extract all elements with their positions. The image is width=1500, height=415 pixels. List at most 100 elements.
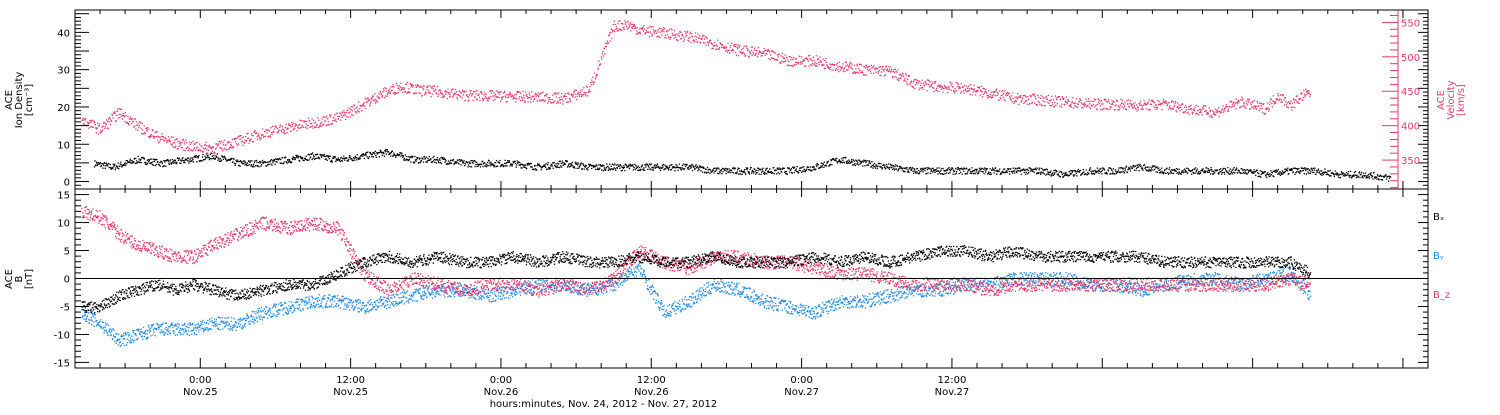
velocity-series-point [1073,107,1074,108]
ion-density-series-point [847,160,848,161]
ion-density-series-point [940,170,941,171]
velocity-series-point [547,103,548,104]
velocity-series-point [464,91,465,92]
ion-density-series-point [753,172,754,173]
velocity-series-point [614,21,615,22]
velocity-series-point [1221,110,1222,111]
velocity-series-point [966,86,967,87]
ion-density-series-point [424,156,425,157]
ion-density-series-point [806,169,807,170]
velocity-series-point [898,80,899,81]
ion-density-series-point [1137,164,1138,165]
ion-density-series-point [1014,170,1015,171]
ion-density-series-point [924,170,925,171]
velocity-series-point [676,34,677,35]
ion-density-series-point [401,152,402,153]
ion-density-series-point [938,167,939,168]
ion-density-series-point [348,159,349,160]
velocity-series-point [530,97,531,98]
velocity-series-point [223,149,224,150]
ion-density-series-point [615,168,616,169]
velocity-series-point [874,69,875,70]
ion-density-series-point [1342,174,1343,175]
velocity-series-point [340,120,341,121]
velocity-series-point [99,125,100,126]
ion-density-series-point [967,172,968,173]
velocity-series-point [263,136,264,137]
velocity-series-point [1254,100,1255,101]
ion-density-series-point [102,168,103,169]
velocity-series-point [377,101,378,102]
velocity-series-point [203,148,204,149]
ion-density-series-point [472,163,473,164]
velocity-series-point [497,96,498,97]
velocity-series-point [513,99,514,100]
velocity-series-point [245,136,246,137]
ion-density-series-point [562,161,563,162]
ion-density-series-point [390,155,391,156]
ion-density-series-point [395,157,396,158]
velocity-series-point [470,93,471,94]
velocity-series-point [715,49,716,50]
ion-density-series-point [719,172,720,173]
ion-density-series-point [1187,173,1188,174]
velocity-series-point [690,32,691,33]
ion-density-series-point [875,168,876,169]
ion-density-series-point [448,161,449,162]
velocity-series-point [731,43,732,44]
ion-density-series-point [1069,171,1070,172]
ion-density-series-point [1074,174,1075,175]
ion-density-series-point [852,161,853,162]
ion-density-series-point [221,160,222,161]
velocity-series-point [1176,111,1177,112]
ion-density-series-point [1089,170,1090,171]
velocity-series-point [651,26,652,27]
ion-density-series-point [1341,171,1342,172]
velocity-series-point [515,101,516,102]
velocity-series-point [708,45,709,46]
velocity-series-point [431,86,432,87]
velocity-series-point [1032,102,1033,103]
velocity-series-point [658,29,659,30]
ion-density-series-point [1191,174,1192,175]
ion-density-series-point [445,160,446,161]
ion-density-series-point [1041,168,1042,169]
velocity-series [81,20,1311,154]
velocity-series-point [1139,105,1140,106]
ion-density-series-point [634,167,635,168]
velocity-series-point [1101,100,1102,101]
ion-density-series-point [1087,172,1088,173]
ion-density-series-point [744,169,745,170]
velocity-series-point [969,88,970,89]
ion-density-series-point [956,171,957,172]
velocity-series-point [1054,102,1055,103]
ion-density-series-point [808,167,809,168]
ion-density-series-point [1244,169,1245,170]
ion-density-series-point [918,170,919,171]
ion-density-series-point [1008,168,1009,169]
ion-density-series-point [750,169,751,170]
ion-density-series-point [911,169,912,170]
ion-density-series-point [408,156,409,157]
velocity-series-point [435,89,436,90]
ion-density-series-point [1313,172,1314,173]
velocity-series-point [837,69,838,70]
velocity-series-point [823,59,824,60]
velocity-series-point [248,143,249,144]
ion-density-series-point [1203,168,1204,169]
velocity-series-point [557,101,558,102]
velocity-series-point [878,71,879,72]
velocity-series-point [888,66,889,67]
velocity-series-point [1209,116,1210,117]
velocity-series-point [642,27,643,28]
ion-density-series-point [708,172,709,173]
velocity-series-point [712,44,713,45]
velocity-series-point [147,127,148,128]
ion-density-series-point [1054,172,1055,173]
velocity-series-point [311,126,312,127]
ion-density-series-point [382,155,383,156]
velocity-series-point [1126,100,1127,101]
ion-density-series-point [198,155,199,156]
velocity-series-point [737,48,738,49]
ion-density-series-point [120,162,121,163]
